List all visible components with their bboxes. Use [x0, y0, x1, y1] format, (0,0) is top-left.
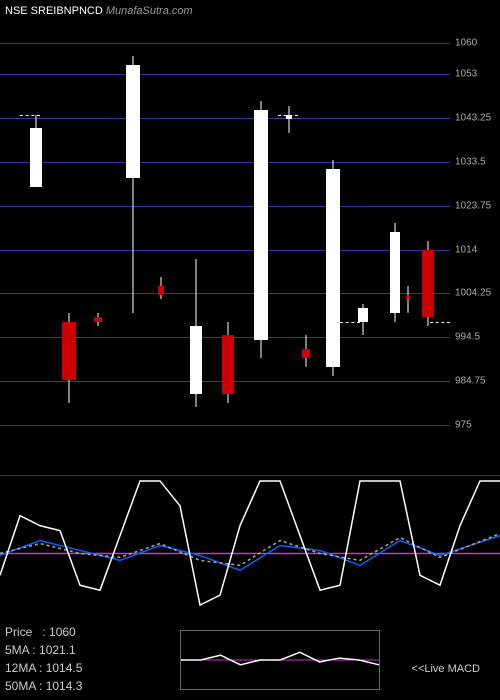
candle: [254, 20, 268, 470]
candle: [358, 20, 368, 470]
source-label: MunafaSutra.com: [106, 5, 193, 17]
dash-marker: [430, 322, 450, 323]
candle: [406, 20, 410, 470]
candle: [286, 20, 292, 470]
indicator-panel: [0, 475, 500, 615]
ticker-title: NSE SREIBNPNCD: [5, 5, 103, 17]
chart-header: NSE SREIBNPNCD MunafaSutra.com: [5, 5, 193, 17]
candle: [190, 20, 202, 470]
candle: [30, 20, 42, 470]
candle: [222, 20, 234, 470]
price-level-label: 1033.5: [455, 156, 486, 167]
chart-container: NSE SREIBNPNCD MunafaSutra.com 106010531…: [0, 0, 500, 700]
price-level-label: 1004.25: [455, 288, 491, 299]
dash-marker: [20, 115, 40, 116]
macd-label: <<Live MACD: [412, 663, 480, 675]
candle: [158, 20, 164, 470]
candle: [422, 20, 434, 470]
price-level-label: 1060: [455, 37, 477, 48]
dash-marker: [340, 322, 360, 323]
candle: [62, 20, 76, 470]
price-level-label: 1023.75: [455, 200, 491, 211]
info-box: Price : 1060 5MA : 1021.1 12MA : 1014.5 …: [5, 623, 82, 695]
candle: [390, 20, 400, 470]
price-level-label: 984.75: [455, 376, 486, 387]
price-level-label: 994.5: [455, 332, 480, 343]
candle: [126, 20, 140, 470]
dash-marker: [278, 115, 298, 116]
price-row: Price : 1060: [5, 623, 82, 641]
ma5-row: 5MA : 1021.1: [5, 641, 82, 659]
price-level-label: 1014: [455, 244, 477, 255]
candle: [326, 20, 340, 470]
price-chart: 1060 1053 1043.25 1033.5 1023.75 1014 1004.25 9…: [0, 20, 500, 470]
price-level-label: 1053: [455, 69, 477, 80]
macd-inset: [180, 630, 380, 690]
price-level-label: 1043.25: [455, 112, 491, 123]
candle: [94, 20, 102, 470]
candle: [302, 20, 310, 470]
ma12-row: 12MA : 1014.5: [5, 659, 82, 677]
ma50-row: 50MA : 1014.3: [5, 677, 82, 695]
price-level-label: 975: [455, 420, 472, 431]
